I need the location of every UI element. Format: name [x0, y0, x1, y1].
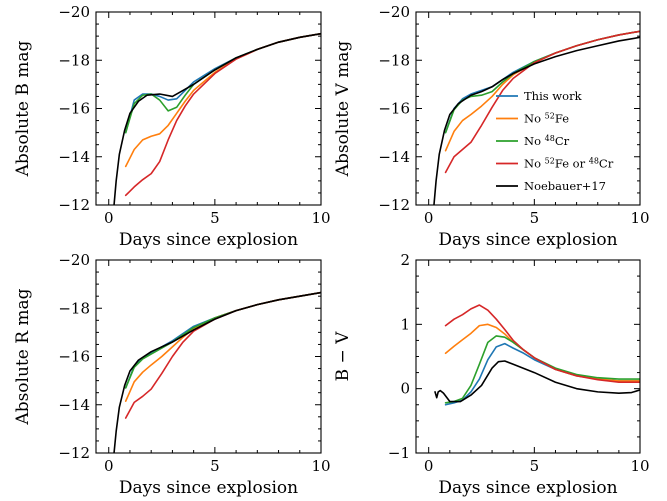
axes-frame — [415, 11, 641, 206]
series-line-no-52fe — [444, 323, 640, 382]
x-axis-label: Days since explosion — [119, 230, 298, 250]
series-line-no-52fe — [124, 32, 321, 168]
legend: This work No 52Fe No 48Cr No 52Fe or 48Cr No… — [496, 89, 614, 193]
y-tick-label: −18 — [378, 51, 410, 69]
y-tick-label: −1 — [388, 444, 410, 462]
series-line-this-work — [124, 32, 321, 134]
legend-label-this-work: This work — [524, 89, 583, 103]
x-tick-label: 0 — [104, 209, 114, 227]
y-axis-label: Absolute V mag — [333, 41, 353, 178]
x-tick-label: 0 — [424, 209, 434, 227]
x-tick-label: 5 — [210, 457, 220, 475]
y-axis-label: Absolute B mag — [13, 40, 33, 177]
y-tick-label: 0 — [400, 380, 410, 398]
x-axis-label: Days since explosion — [438, 478, 617, 498]
y-tick-label: −12 — [58, 444, 90, 462]
series-line-no-48cr — [124, 32, 321, 134]
x-tick-label: 5 — [530, 209, 540, 227]
x-tick-label: 10 — [630, 457, 649, 475]
y-tick-label: −18 — [58, 51, 90, 69]
y-tick-label: −12 — [58, 196, 90, 214]
series-group — [113, 291, 321, 453]
x-tick-label: 5 — [210, 209, 220, 227]
y-tick-label: −20 — [58, 251, 90, 269]
y-tick-label: −20 — [58, 3, 90, 21]
series-line-noebauer-17 — [433, 36, 640, 205]
series-line-no-48cr — [124, 291, 321, 389]
y-tick-label: −16 — [58, 100, 90, 118]
y-tick-label: 1 — [400, 315, 410, 333]
y-tick-label: 2 — [400, 251, 410, 269]
y-tick-label: −20 — [378, 3, 410, 21]
legend-label-no-48cr: No 48Cr — [524, 134, 570, 148]
y-tick-label: −14 — [378, 148, 410, 166]
y-tick-label: −14 — [58, 396, 90, 414]
series-group — [434, 304, 640, 406]
series-line-noebauer-17 — [434, 360, 640, 403]
series-group — [113, 32, 321, 205]
series-line-this-work — [124, 291, 321, 389]
x-tick-label: 5 — [530, 457, 540, 475]
y-tick-label: −12 — [378, 196, 410, 214]
series-line-no-52fe-or-48cr — [444, 30, 640, 174]
y-tick-label: −14 — [58, 148, 90, 166]
y-tick-label: −16 — [378, 100, 410, 118]
panel-4: 0 5 10 −1 0 1 2 Days since explosion B − V — [333, 251, 650, 498]
panel-2: 0 5 10 −12 −14 −16 −18 −20 Days since explosion A… — [333, 3, 650, 250]
series-line-no-48cr — [444, 335, 640, 404]
x-axis-label: Days since explosion — [119, 478, 298, 498]
legend-label-noebauer-17: Noebauer+17 — [524, 179, 606, 193]
series-line-noebauer-17 — [113, 32, 321, 205]
legend-label-no-52fe-or-48cr: No 52Fe or 48Cr — [524, 157, 614, 171]
y-tick-label: −18 — [58, 299, 90, 317]
y-axis-label: B − V — [333, 331, 353, 382]
y-tick-label: −16 — [58, 348, 90, 366]
x-tick-label: 10 — [311, 209, 330, 227]
x-axis-label: Days since explosion — [438, 230, 617, 250]
series-line-no-52fe-or-48cr — [124, 32, 321, 197]
series-line-no-52fe-or-48cr — [124, 291, 321, 419]
legend-label-no-52fe: No 52Fe — [524, 112, 569, 126]
x-tick-label: 10 — [630, 209, 649, 227]
x-tick-label: 0 — [104, 457, 114, 475]
series-group — [433, 30, 640, 205]
panel-1: 0 5 10 −12 −14 −16 −18 −20 Days since explosion A… — [13, 3, 331, 250]
series-line-no-52fe-or-48cr — [444, 304, 640, 384]
panel-3: 0 5 10 −12 −14 −16 −18 −20 Days since explosion A… — [13, 251, 331, 498]
x-tick-label: 0 — [424, 457, 434, 475]
series-line-noebauer-17 — [113, 291, 321, 453]
x-tick-label: 10 — [311, 457, 330, 475]
axes-frame — [95, 259, 322, 454]
y-axis-label: Absolute R mag — [13, 288, 33, 425]
